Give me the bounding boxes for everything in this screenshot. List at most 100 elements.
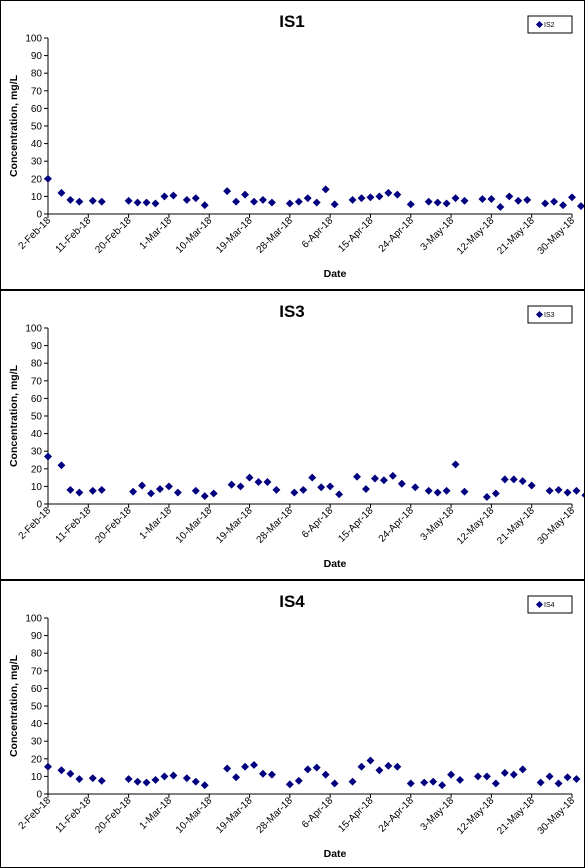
data-point — [285, 780, 294, 789]
data-point — [290, 488, 299, 497]
data-point — [406, 779, 415, 788]
y-tick-label: 80 — [31, 649, 43, 660]
data-point — [353, 472, 361, 481]
chart-panel-is3: IS3 0 10 20 30 40 50 60 70 80 90 100 2-Feb-18 11-Feb-… — [0, 290, 585, 580]
data-point — [442, 486, 451, 495]
x-tick-label: 6-Apr-18 — [300, 795, 336, 831]
data-point — [357, 762, 366, 771]
y-tick-label: 40 — [31, 429, 43, 440]
y-tick-label: 60 — [31, 684, 43, 695]
legend-marker — [535, 20, 544, 29]
x-tick-label: 3-May-18 — [419, 215, 457, 253]
data-point — [285, 199, 294, 208]
data-point — [169, 191, 178, 200]
x-tick-label: 28-Mar-18 — [255, 795, 296, 836]
x-tick-label: 15-Apr-18 — [336, 795, 376, 835]
data-point — [182, 774, 191, 783]
x-axis-label: Date — [324, 558, 347, 570]
data-point — [250, 197, 258, 206]
data-point — [478, 195, 487, 203]
data-point — [191, 194, 200, 203]
y-tick-label: 90 — [31, 51, 43, 62]
y-tick-label: 90 — [31, 341, 43, 352]
y-tick-label: 0 — [36, 210, 42, 221]
data-point — [272, 485, 281, 494]
y-tick-label: 50 — [31, 412, 43, 423]
data-point — [518, 765, 527, 774]
chart-title: IS3 — [279, 302, 305, 321]
x-tick-label: 15-Apr-18 — [336, 215, 376, 255]
data-point — [88, 196, 97, 205]
x-axis-label: Date — [324, 848, 347, 860]
data-point — [241, 762, 250, 771]
data-point — [379, 476, 388, 485]
data-point — [397, 479, 406, 488]
data-point — [164, 482, 173, 491]
data-point — [88, 774, 97, 783]
data-point — [563, 488, 572, 497]
data-point — [263, 478, 272, 486]
data-point — [317, 483, 326, 492]
data-point — [321, 770, 330, 779]
x-tick-label: 24-Apr-18 — [377, 505, 417, 545]
x-tick-label: 21-May-18 — [495, 215, 537, 257]
data-point — [500, 768, 509, 777]
data-point — [559, 201, 568, 210]
data-point — [232, 197, 241, 206]
data-point — [550, 197, 559, 206]
data-point — [568, 193, 576, 202]
x-tick-label: 6-Apr-18 — [300, 505, 336, 541]
data-point — [267, 770, 276, 779]
data-point — [460, 196, 469, 205]
x-tick-label: 3-May-18 — [419, 795, 457, 833]
data-point — [438, 781, 447, 790]
data-point — [460, 487, 469, 496]
data-point — [200, 492, 209, 501]
x-tick-label: 11-Feb-18 — [54, 795, 94, 835]
y-tick-label: 70 — [31, 666, 43, 677]
y-tick-label: 20 — [31, 174, 43, 185]
data-point — [294, 776, 303, 785]
y-tick-label: 10 — [31, 772, 43, 783]
data-point — [357, 194, 366, 203]
legend-marker — [535, 310, 544, 319]
data-point — [75, 197, 84, 206]
data-point — [241, 190, 250, 199]
x-tick-label: 2-Feb-18 — [17, 795, 54, 832]
data-point — [303, 765, 312, 774]
data-point — [267, 198, 276, 207]
y-tick-label: 80 — [31, 359, 43, 370]
data-point — [442, 199, 451, 208]
legend-marker — [535, 600, 544, 609]
legend-box — [527, 305, 573, 324]
data-point — [209, 489, 218, 498]
data-point — [142, 198, 151, 207]
data-point — [44, 762, 52, 771]
x-tick-label: 30-May-18 — [536, 505, 578, 547]
chart-panel-is4: IS4 0 10 20 30 40 50 60 70 80 90 100 2-Feb-18 11-Feb-… — [0, 580, 585, 868]
x-tick-label: 24-Apr-18 — [377, 795, 417, 835]
data-point — [330, 200, 339, 209]
data-point — [518, 477, 527, 486]
data-point — [97, 197, 106, 206]
x-axis-label: Date — [324, 268, 347, 280]
x-tick-label: 6-Apr-18 — [300, 215, 336, 251]
data-point — [393, 762, 402, 771]
data-point — [487, 195, 496, 203]
chart-panel-is1: IS1 0 10 20 30 40 50 60 70 80 90 100 2-Feb-18 11-Feb-… — [0, 0, 585, 290]
data-point — [424, 197, 433, 206]
x-tick-label: 30-May-18 — [536, 215, 578, 257]
y-tick-label: 10 — [31, 482, 43, 493]
chart-is4: IS4 0 10 20 30 40 50 60 70 80 90 100 2-Feb-18 11-Feb-… — [8, 592, 581, 860]
data-point — [330, 779, 339, 788]
x-tick-label: 1-Mar-18 — [138, 795, 175, 832]
x-tick-label: 11-Feb-18 — [54, 505, 94, 545]
data-point — [536, 778, 545, 787]
data-point — [97, 485, 106, 494]
data-point — [348, 777, 357, 786]
data-point — [124, 196, 133, 205]
y-tick-label: 70 — [31, 376, 43, 387]
data-point — [232, 773, 241, 782]
data-point — [482, 772, 491, 781]
data-point — [576, 202, 584, 211]
